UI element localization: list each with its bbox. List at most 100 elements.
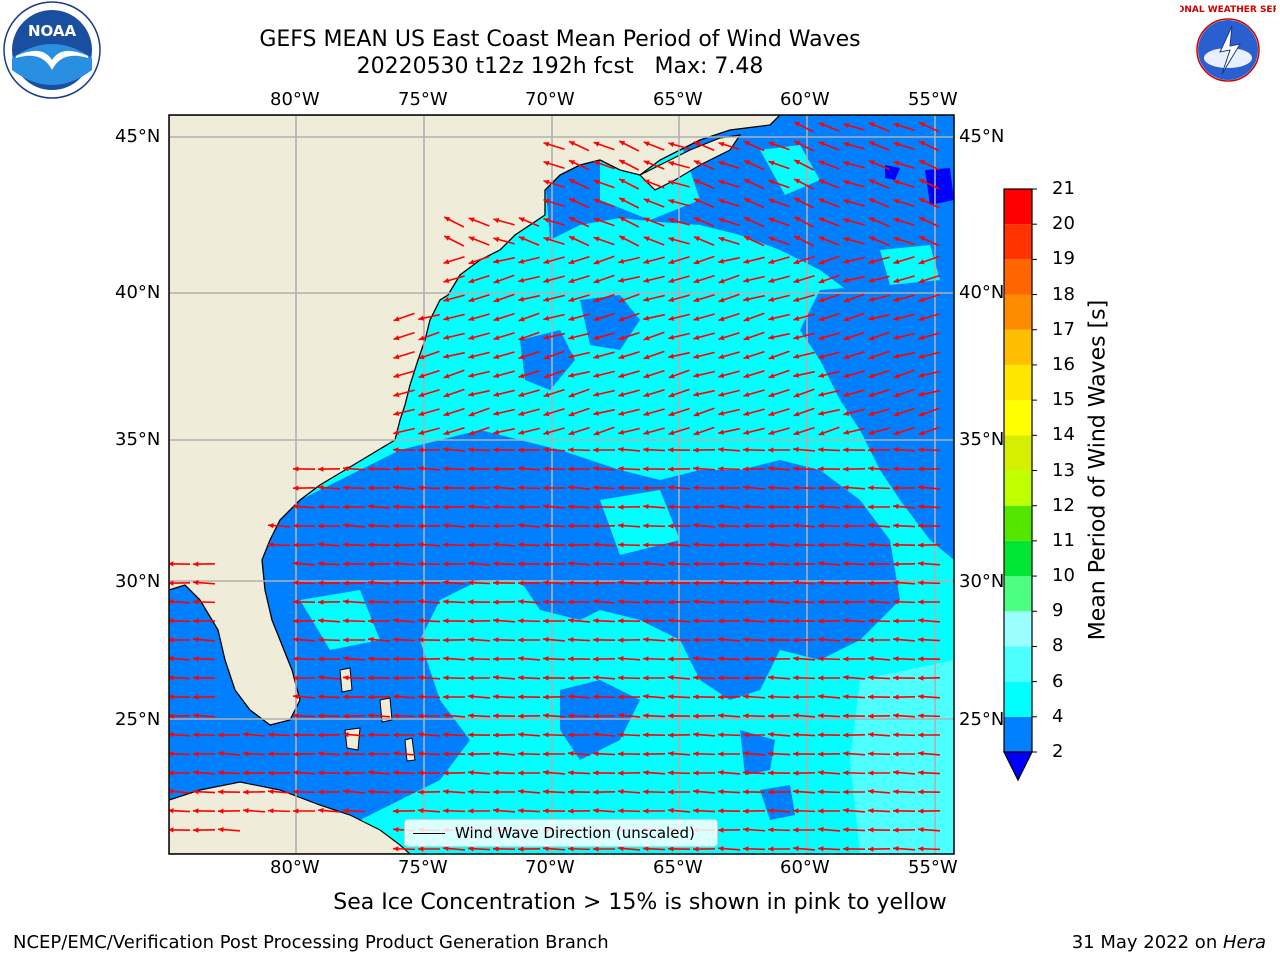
- wave-arrow-head: [768, 430, 775, 436]
- wave-arrow-head: [868, 713, 874, 719]
- wave-arrow-head: [668, 180, 675, 186]
- wave-arrow-head: [768, 296, 775, 302]
- wave-arrow-head: [893, 542, 899, 548]
- wave-arrow-head: [543, 198, 550, 204]
- wave-arrow-head: [718, 694, 724, 700]
- cuba-land: [169, 781, 411, 854]
- wave-arrow-head: [643, 693, 649, 700]
- wave-arrow-head: [693, 236, 700, 242]
- wave-arrow-head: [718, 198, 725, 204]
- wave-arrow-head: [343, 675, 349, 681]
- wave-arrow-head: [843, 789, 849, 795]
- wave-arrow-head: [818, 789, 824, 795]
- wave-arrow-head: [618, 373, 625, 379]
- wave-arrow-head: [443, 334, 450, 340]
- wave-arrow-head: [693, 485, 699, 491]
- wave-arrow-head: [818, 236, 825, 242]
- wave-arrow-head: [393, 504, 399, 510]
- wave-arrow-head: [918, 259, 925, 265]
- wave-arrow-head: [568, 713, 574, 719]
- wave-arrow-head: [568, 808, 574, 814]
- wave-arrow-head: [794, 141, 801, 146]
- wave-arrow-head: [919, 160, 926, 165]
- wave-arrow-head: [543, 789, 549, 795]
- wave-arrow-head: [393, 599, 399, 605]
- wave-arrow-head: [193, 808, 199, 814]
- wave-arrow-head: [169, 827, 174, 833]
- wave-arrow-head: [668, 218, 675, 224]
- wave-arrow-head: [843, 561, 849, 567]
- wave-arrow-head: [468, 599, 474, 605]
- wave-arrow-head: [668, 541, 674, 548]
- wave-arrow-head: [543, 315, 550, 321]
- wave-arrow-head: [493, 751, 499, 757]
- wave-arrow-head: [468, 713, 474, 719]
- wave-arrow-head: [418, 504, 424, 510]
- wave-arrow-head: [893, 334, 900, 340]
- wave-arrow-head: [793, 430, 800, 436]
- wave-arrow-head: [619, 179, 626, 184]
- wave-arrow-head: [643, 580, 649, 586]
- wave-arrow-head: [293, 542, 299, 548]
- wave-arrow-head: [693, 353, 700, 359]
- wave-arrow-head: [593, 789, 599, 795]
- wave-arrow-head: [668, 770, 674, 776]
- wave-arrow-head: [493, 541, 499, 548]
- wave-arrow-head: [593, 160, 600, 166]
- wave-arrow-head: [418, 789, 424, 795]
- wave-arrow-head: [343, 732, 349, 738]
- wave-arrow-head: [668, 580, 674, 586]
- wave-arrow-head: [818, 523, 824, 529]
- wave-arrow-head: [868, 751, 874, 757]
- wave-arrow-head: [393, 656, 399, 662]
- wave-arrow-head: [693, 297, 700, 303]
- wave-arrow-head: [643, 542, 649, 548]
- mid-period-region: [760, 145, 820, 195]
- lat-tick-left-25n: 25°N: [115, 709, 161, 730]
- wave-arrow-head: [893, 618, 899, 624]
- wave-arrow-head: [418, 447, 424, 453]
- wave-arrow-head: [743, 523, 749, 529]
- wave-arrow-head: [868, 373, 875, 379]
- wave-arrow-head: [518, 410, 525, 416]
- wave-arrow-head: [893, 278, 900, 284]
- wave-arrow-head: [468, 334, 475, 340]
- wave-arrow-head: [693, 372, 700, 378]
- wave-arrow-head: [718, 335, 725, 341]
- wave-arrow-head: [868, 258, 875, 264]
- wave-arrow-head: [543, 542, 549, 548]
- wave-arrow-head: [568, 770, 574, 776]
- wave-arrow-head: [643, 373, 650, 379]
- wave-arrow-head: [918, 430, 925, 436]
- wave-arrow-head: [368, 769, 374, 776]
- wave-arrow-head: [443, 675, 449, 681]
- wave-arrow-head: [468, 732, 474, 738]
- wave-arrow-head: [693, 141, 700, 147]
- lon-tick-top-60w: 60°W: [780, 89, 830, 110]
- wave-arrow-head: [643, 236, 650, 242]
- wave-arrow-head: [868, 392, 875, 398]
- wave-arrow-head: [668, 142, 675, 148]
- wave-arrow-head: [818, 466, 824, 472]
- wave-arrow-head: [618, 675, 624, 681]
- wave-arrow-head: [693, 599, 699, 605]
- wave-arrow-head: [918, 447, 924, 453]
- wave-arrow-head: [593, 713, 599, 719]
- wave-arrow-head: [593, 580, 599, 586]
- wave-arrow-head: [593, 141, 600, 147]
- wave-arrow-head: [518, 429, 525, 435]
- wave-arrow-head: [393, 694, 399, 700]
- wave-arrow-head: [193, 656, 199, 662]
- wave-arrow-head: [568, 392, 575, 398]
- wave-arrow-head: [693, 694, 699, 700]
- wave-arrow-head: [843, 466, 849, 472]
- wave-arrow-head: [668, 353, 675, 359]
- wave-arrow-head: [918, 466, 924, 472]
- colorbar-tick-label: 11: [1052, 529, 1075, 551]
- colorbar-tick-label: 9: [1052, 600, 1064, 622]
- wave-arrow-head: [418, 335, 425, 341]
- wave-arrow-head: [619, 236, 626, 241]
- wave-arrow-head: [743, 808, 749, 814]
- wave-arrow-head: [518, 580, 524, 586]
- wave-arrow-head: [518, 316, 525, 322]
